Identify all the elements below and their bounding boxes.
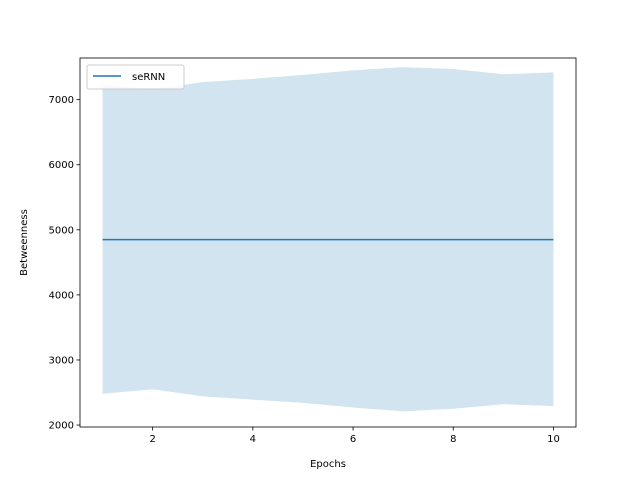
legend-entry-label: seRNN — [132, 72, 165, 83]
y-tick-label: 4000 — [49, 290, 74, 301]
x-tick-label: 6 — [350, 434, 356, 445]
legend-box — [86, 64, 185, 90]
x-tick-label: 8 — [450, 434, 456, 445]
y-tick-label: 6000 — [49, 160, 74, 171]
axes-frame — [79, 57, 577, 428]
x-axis: 2 4 6 8 10 — [149, 427, 560, 445]
y-tick-label: 3000 — [49, 355, 74, 366]
legend: seRNN — [86, 64, 185, 90]
y-axis: 2000 3000 4000 5000 6000 7000 — [49, 95, 80, 432]
y-tick-label: 5000 — [49, 225, 74, 236]
x-tick-label: 10 — [547, 434, 560, 445]
y-tick-label: 7000 — [49, 95, 74, 106]
y-axis-label: Betweenness — [19, 209, 30, 276]
x-axis-label: Epochs — [310, 459, 346, 470]
plot-area — [102, 67, 554, 412]
y-tick-label: 2000 — [49, 421, 74, 432]
x-tick-label: 2 — [149, 434, 155, 445]
x-tick-label: 4 — [250, 434, 256, 445]
